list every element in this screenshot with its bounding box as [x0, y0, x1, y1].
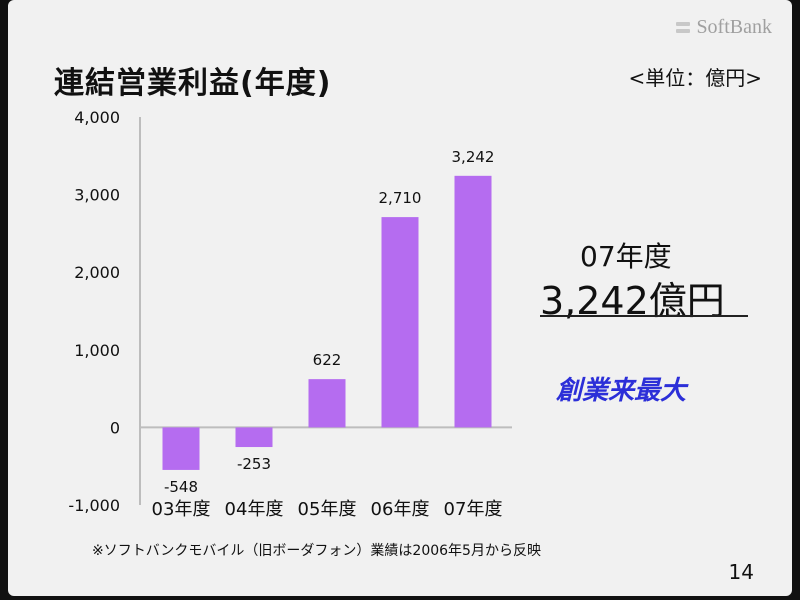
y-tick-label: -1,000 [68, 496, 120, 515]
bar [308, 379, 346, 428]
slide-title: 連結営業利益(年度) [54, 66, 332, 101]
bar-value-label: 622 [313, 351, 342, 369]
summary-year: 07年度 [580, 240, 672, 273]
slide: SoftBank 連結営業利益(年度) <単位：億円> 4,000 3,000 2,… [8, 0, 792, 596]
x-category-label: 04年度 [225, 499, 284, 520]
y-tick-label: 0 [110, 418, 120, 437]
x-category-label: 05年度 [298, 499, 357, 520]
slogan-text: 創業来最大 [556, 376, 687, 406]
footnote: ※ソフトバンクモバイル（旧ボーダフォン）業績は2006年5月から反映 [92, 543, 541, 559]
bar [235, 427, 273, 448]
x-category-label: 06年度 [371, 499, 430, 520]
y-tick-label: 1,000 [74, 341, 120, 360]
page-number: 14 [728, 560, 754, 584]
bar-value-label: -253 [237, 455, 271, 473]
summary-underline [540, 315, 748, 317]
softbank-logo: SoftBank [676, 16, 772, 39]
y-tick-label: 4,000 [74, 108, 120, 127]
bar [454, 175, 492, 428]
bar-value-label: 2,710 [379, 189, 422, 207]
bar [162, 427, 200, 470]
bar [381, 217, 419, 428]
x-category-label: 03年度 [152, 499, 211, 520]
logo-text: SoftBank [696, 16, 772, 38]
bar-value-label: -548 [164, 478, 198, 496]
softbank-mark-icon [676, 22, 691, 33]
x-category-label: 07年度 [444, 499, 503, 520]
y-tick-label: 2,000 [74, 263, 120, 282]
unit-label: <単位：億円> [628, 66, 762, 90]
bar-chart: 4,000 3,000 2,000 1,000 0 -1,000 -548 -253 622 2… [68, 108, 512, 520]
y-tick-label: 3,000 [74, 186, 120, 205]
bar-value-label: 3,242 [452, 148, 495, 166]
